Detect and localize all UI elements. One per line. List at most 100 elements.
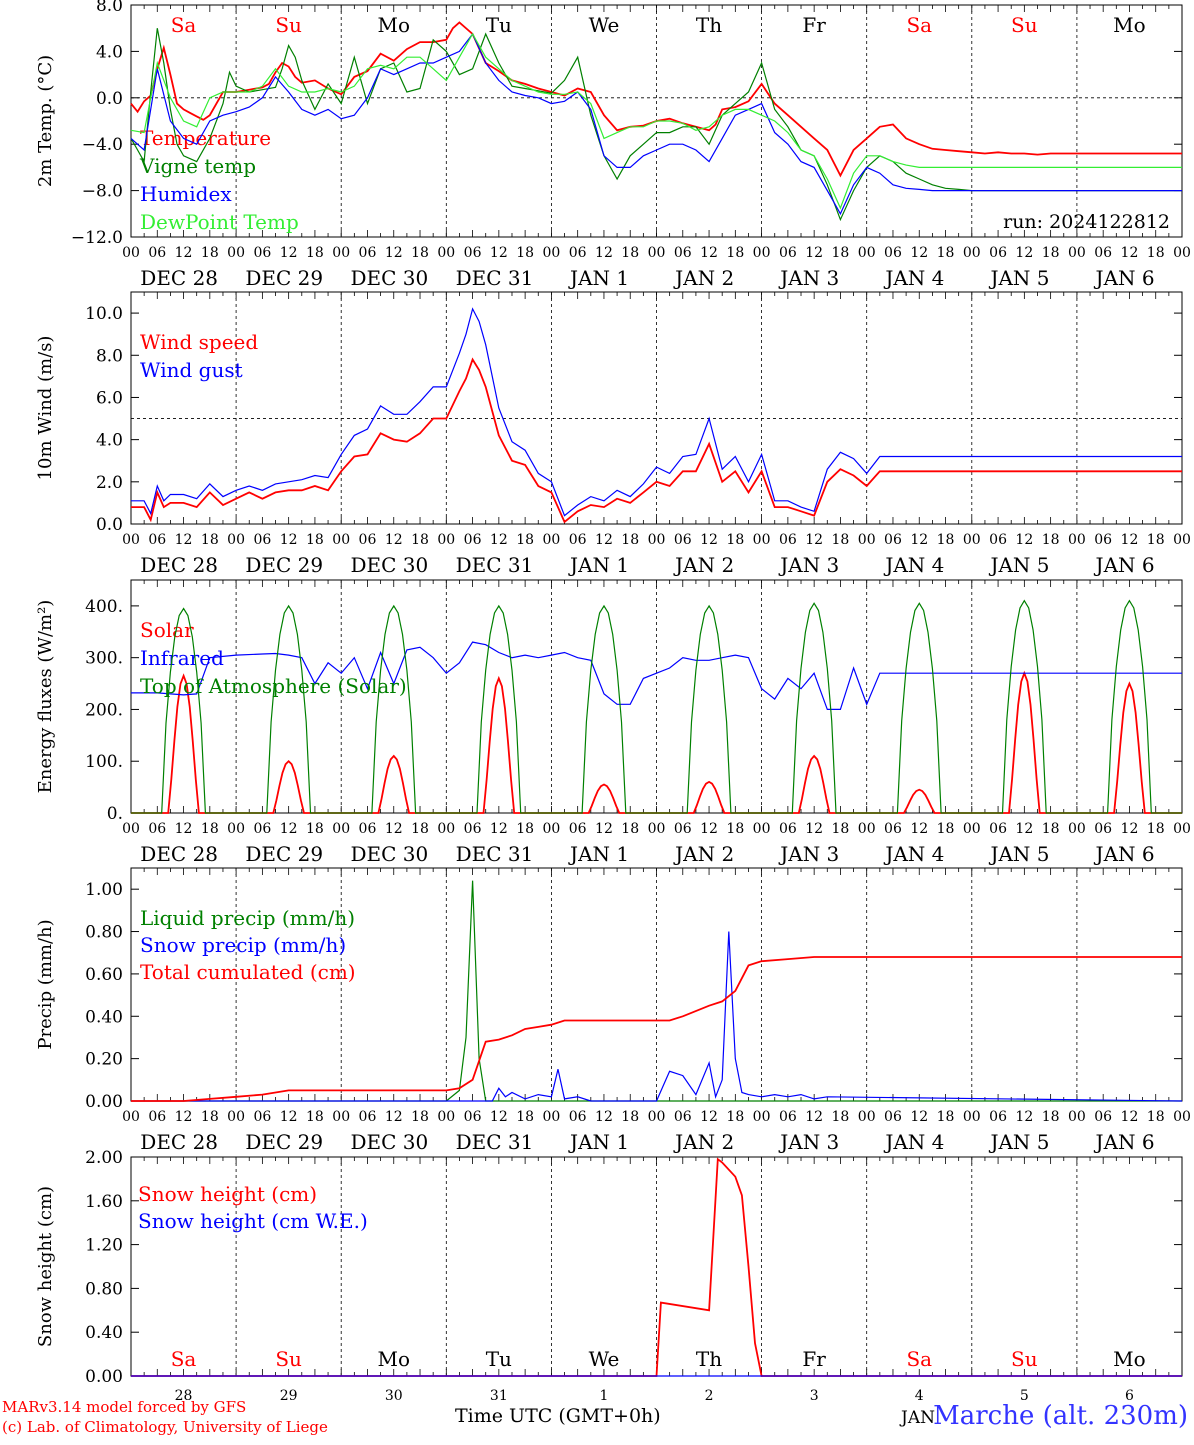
y-tick-label: 0.0 bbox=[96, 89, 123, 109]
x-date-label: JAN 2 bbox=[673, 1130, 734, 1154]
x-hour-label: 00 bbox=[648, 245, 666, 261]
x-hour-label: 06 bbox=[674, 1109, 692, 1125]
x-date-label: DEC 30 bbox=[350, 842, 428, 866]
x-hour-label: 06 bbox=[674, 821, 692, 837]
y-tick-label: 0.20 bbox=[85, 1050, 123, 1070]
y-tick-label: 0. bbox=[107, 804, 123, 824]
y-tick-label: 8.0 bbox=[96, 0, 123, 16]
x-hour-label: 06 bbox=[779, 1109, 797, 1125]
x-hour-label: 12 bbox=[595, 1109, 613, 1125]
x-date-label: JAN 3 bbox=[778, 266, 839, 290]
y-tick-label: 0.00 bbox=[85, 1092, 123, 1112]
x-date-label: DEC 31 bbox=[456, 553, 534, 577]
x-hour-label: 18 bbox=[201, 821, 219, 837]
day-number: 3 bbox=[810, 1388, 819, 1404]
x-hour-label: 06 bbox=[148, 245, 166, 261]
x-hour-label: 06 bbox=[148, 532, 166, 548]
x-date-label: DEC 28 bbox=[140, 266, 218, 290]
day-number: 5 bbox=[1020, 1388, 1029, 1404]
x-hour-label: 18 bbox=[832, 245, 850, 261]
x-hour-label: 12 bbox=[385, 1109, 403, 1125]
x-hour-label: 12 bbox=[805, 245, 823, 261]
x-hour-label: 12 bbox=[700, 532, 718, 548]
x-hour-label: 06 bbox=[884, 1109, 902, 1125]
x-hour-label: 18 bbox=[306, 821, 324, 837]
x-hour-label: 00 bbox=[753, 532, 771, 548]
x-hour-label: 12 bbox=[805, 1109, 823, 1125]
x-hour-label: 18 bbox=[726, 821, 744, 837]
x-hour-label: 18 bbox=[411, 821, 429, 837]
legend-entry: Total cumulated (cm) bbox=[140, 960, 356, 984]
x-hour-label: 12 bbox=[700, 245, 718, 261]
x-date-label: JAN 4 bbox=[883, 842, 944, 866]
legend-entry: Humidex bbox=[140, 182, 232, 206]
x-hour-label: 12 bbox=[700, 1109, 718, 1125]
x-hour-label: 18 bbox=[411, 1109, 429, 1125]
x-hour-label: 12 bbox=[385, 821, 403, 837]
x-hour-label: 00 bbox=[1068, 532, 1086, 548]
x-hour-label: 00 bbox=[858, 245, 876, 261]
lab-credit: (c) Lab. of Climatology, University of L… bbox=[2, 1418, 328, 1436]
legend-entry: Solar bbox=[140, 618, 194, 642]
x-hour-label: 12 bbox=[700, 821, 718, 837]
x-hour-label: 00 bbox=[227, 532, 245, 548]
x-date-label: JAN 1 bbox=[568, 266, 629, 290]
y-tick-label: 300. bbox=[85, 649, 123, 669]
x-hour-label: 06 bbox=[989, 532, 1007, 548]
x-hour-label: 06 bbox=[359, 532, 377, 548]
y-tick-label: 1.00 bbox=[85, 880, 123, 900]
legend-entry: DewPoint Temp bbox=[140, 210, 299, 234]
x-hour-label: 06 bbox=[989, 1109, 1007, 1125]
x-hour-label: 00 bbox=[858, 821, 876, 837]
legend-entry: Infrared bbox=[140, 646, 224, 670]
x-hour-label: 06 bbox=[464, 1109, 482, 1125]
x-date-label: JAN 2 bbox=[673, 553, 734, 577]
x-hour-label: 18 bbox=[937, 821, 955, 837]
day-name-top: Sa bbox=[906, 13, 932, 37]
x-hour-label: 12 bbox=[1015, 532, 1033, 548]
x-hour-label: 12 bbox=[385, 532, 403, 548]
x-hour-label: 12 bbox=[280, 532, 298, 548]
x-hour-label: 00 bbox=[542, 245, 560, 261]
y-axis-title: 2m Temp. (°C) bbox=[35, 55, 56, 187]
day-name-top: Su bbox=[275, 13, 302, 37]
x-hour-label: 12 bbox=[175, 532, 193, 548]
x-hour-label: 00 bbox=[963, 1109, 981, 1125]
x-hour-label: 18 bbox=[621, 245, 639, 261]
x-hour-label: 18 bbox=[1147, 245, 1165, 261]
day-name-bottom: Sa bbox=[171, 1347, 197, 1371]
x-hour-label: 18 bbox=[306, 1109, 324, 1125]
x-hour-label: 06 bbox=[674, 532, 692, 548]
y-tick-label: 0.60 bbox=[85, 965, 123, 985]
y-axis-title: Snow height (cm) bbox=[35, 1186, 56, 1347]
y-axis-title: Energy fluxes (W/m²) bbox=[35, 600, 56, 794]
x-hour-label: 00 bbox=[437, 532, 455, 548]
x-date-label: DEC 28 bbox=[140, 1130, 218, 1154]
x-hour-label: 00 bbox=[648, 821, 666, 837]
x-hour-label: 12 bbox=[1121, 821, 1139, 837]
x-hour-label: 00 bbox=[753, 245, 771, 261]
x-hour-label: 18 bbox=[1147, 1109, 1165, 1125]
x-date-label: JAN 1 bbox=[568, 842, 629, 866]
x-hour-label: 18 bbox=[1042, 821, 1060, 837]
x-hour-label: 06 bbox=[253, 1109, 271, 1125]
y-tick-label: −4.0 bbox=[82, 135, 123, 155]
time-axis-label: Time UTC (GMT+0h) bbox=[455, 1405, 661, 1427]
x-hour-label: 06 bbox=[1094, 245, 1112, 261]
day-name-bottom: Th bbox=[696, 1347, 722, 1371]
x-date-label: JAN 4 bbox=[883, 553, 944, 577]
day-number: 30 bbox=[385, 1388, 403, 1404]
x-hour-label: 00 bbox=[437, 821, 455, 837]
y-tick-label: −12.0 bbox=[71, 228, 123, 248]
x-date-label: JAN 5 bbox=[988, 842, 1049, 866]
x-hour-label: 18 bbox=[937, 245, 955, 261]
x-hour-label: 00 bbox=[1173, 821, 1191, 837]
x-hour-label: 06 bbox=[464, 245, 482, 261]
x-hour-label: 06 bbox=[989, 245, 1007, 261]
x-hour-label: 18 bbox=[1147, 821, 1165, 837]
x-hour-label: 12 bbox=[280, 245, 298, 261]
x-hour-label: 12 bbox=[175, 245, 193, 261]
x-hour-label: 12 bbox=[175, 821, 193, 837]
